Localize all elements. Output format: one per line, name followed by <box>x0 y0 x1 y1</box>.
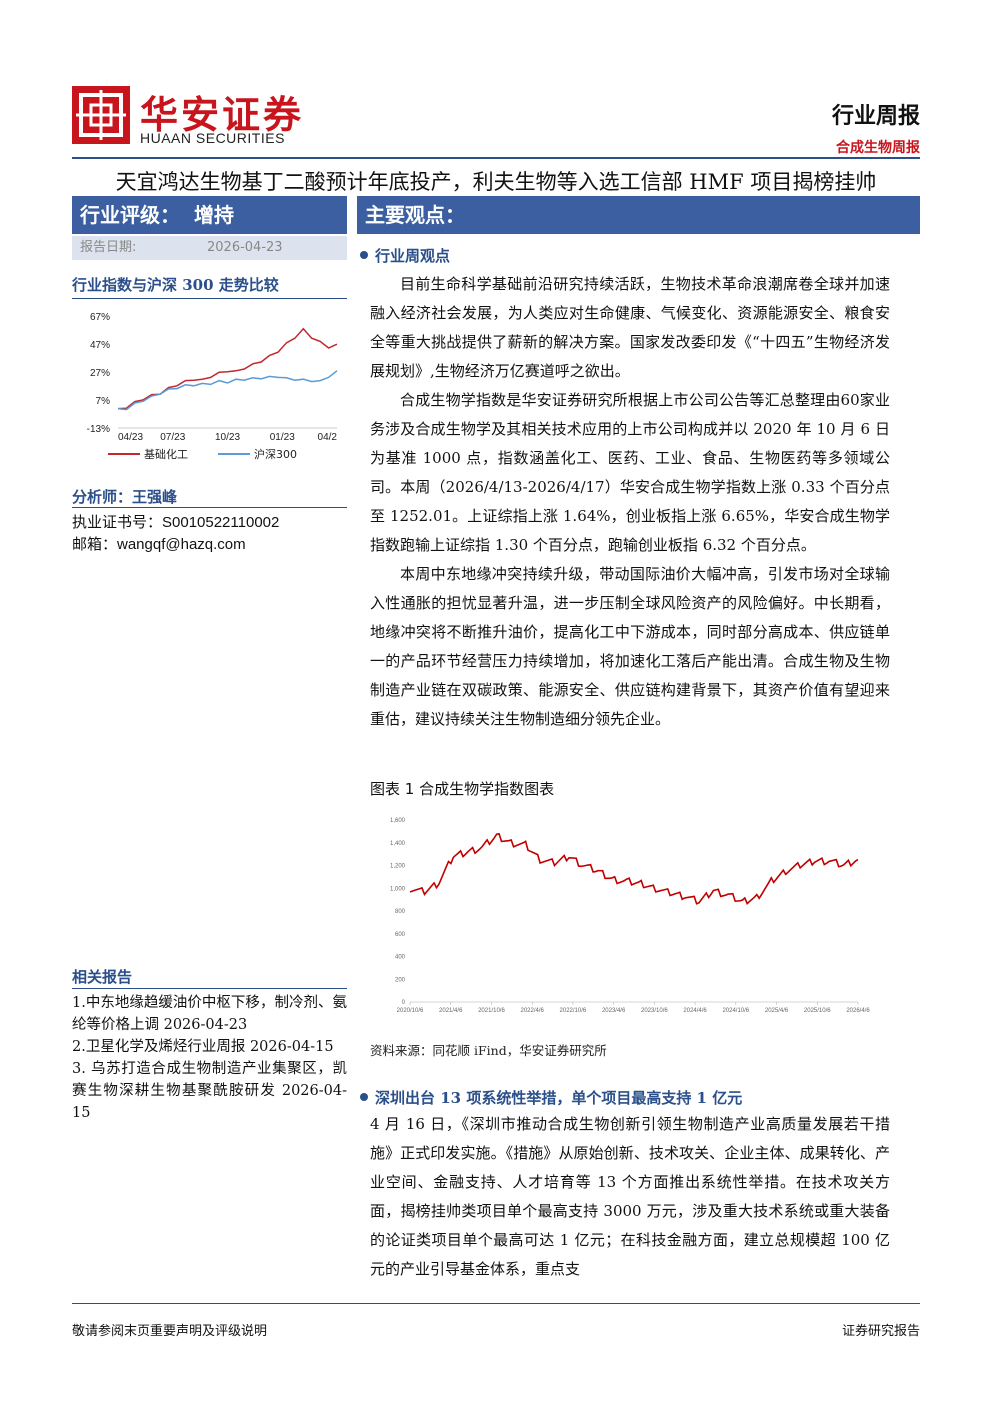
x-tick-label: 2023/10/6 <box>641 1008 668 1014</box>
y-tick-label: 1,600 <box>390 818 406 824</box>
y-tick-label: 7% <box>96 396 111 407</box>
rating-label: 行业评级： <box>80 203 180 227</box>
x-tick-label: 2024/10/6 <box>722 1008 749 1014</box>
trend-chart: 67% 47% 27% 7% -13% 04/23 07/23 10/23 01/23 04/2… <box>87 312 338 461</box>
bullet-icon <box>360 251 368 259</box>
x-tick-label: 2024/4/6 <box>683 1008 707 1014</box>
legend-label: 基础化工 <box>144 447 188 461</box>
shenzhen-heading-text: 深圳出台 13 项系统性举措，单个项目最高支持 1 亿元 <box>375 1089 743 1107</box>
section-divider <box>72 988 347 989</box>
paragraph: 本周中东地缘冲突持续升级，带动国际油价大幅冲高，引发市场对全球输入性通胀的担忧显… <box>370 565 890 728</box>
y-tick-label: 0 <box>402 1000 406 1006</box>
figure-caption: 图表 1 合成生物学指数图表 <box>370 780 555 798</box>
logo-english-text: HUAAN SECURITIES <box>140 130 285 146</box>
weekly-view-heading: 行业周观点 <box>360 245 450 266</box>
x-tick-label: 2023/4/6 <box>602 1008 626 1014</box>
x-tick-label: 2025/4/6 <box>765 1008 789 1014</box>
y-tick-label: 67% <box>90 312 110 323</box>
footer-divider <box>72 1303 920 1304</box>
y-tick-label: 800 <box>395 909 406 915</box>
x-tick-label: 10/23 <box>215 432 240 443</box>
report-date-row: 报告日期: 2026-04-23 <box>72 236 347 260</box>
paragraph: 4 月 16 日，《深圳市推动合成生物创新引领生物制造产业高质量发展若干措施》正… <box>370 1115 890 1278</box>
y-tick-label: 600 <box>395 932 406 938</box>
x-tick-label: 2021/10/6 <box>478 1008 505 1014</box>
section-divider <box>72 507 347 508</box>
rating-bar: 行业评级： 增持 <box>72 196 347 234</box>
email: 邮箱：wangqf@hazq.com <box>72 536 246 553</box>
rating-value: 增持 <box>194 203 234 227</box>
weekly-view-heading-text: 行业周观点 <box>375 247 451 265</box>
y-tick-label: 1,200 <box>390 864 406 870</box>
legend-label: 沪深300 <box>254 447 297 461</box>
y-tick-label: 400 <box>395 955 406 961</box>
bullet-icon <box>360 1093 368 1101</box>
header-divider <box>72 157 920 159</box>
series-line-沪深300 <box>117 370 338 411</box>
logo-text: 华安证券 <box>140 92 305 137</box>
index-series-line <box>409 833 859 905</box>
x-tick-label: 2022/4/6 <box>521 1008 545 1014</box>
x-tick-label: 2022/10/6 <box>560 1008 587 1014</box>
series-line-基础化工 <box>117 327 338 410</box>
related-reports-list: 1.中东地缘趋缓油价中枢下移，制冷剂、氨纶等价格上调 2026-04-23 2.… <box>72 992 347 1124</box>
x-tick-label: 2025/10/6 <box>804 1008 831 1014</box>
logo-icon <box>72 86 130 144</box>
y-tick-label: 27% <box>90 368 110 379</box>
y-tick-label: 200 <box>395 977 406 983</box>
section-divider <box>72 298 347 299</box>
y-tick-label: 1,400 <box>390 841 406 847</box>
cert-number: 执业证书号：S0010522110002 <box>72 514 280 531</box>
shenzhen-heading: 深圳出台 13 项系统性举措，单个项目最高支持 1 亿元 <box>360 1087 742 1108</box>
y-tick-label: 1,000 <box>390 886 406 892</box>
date-value: 2026-04-23 <box>207 240 283 255</box>
shenzhen-body: 4 月 16 日，《深圳市推动合成生物创新引领生物制造产业高质量发展若干措施》正… <box>370 1110 890 1284</box>
paragraph: 目前生命科学基础前沿研究持续活跃，生物技术革命浪潮席卷全球并加速融入经济社会发展… <box>370 275 890 380</box>
weekly-view-body: 目前生命科学基础前沿研究持续活跃，生物技术革命浪潮席卷全球并加速融入经济社会发展… <box>370 270 890 734</box>
x-tick-label: 2021/4/6 <box>439 1008 463 1014</box>
x-tick-label: 2020/10/6 <box>397 1008 424 1014</box>
y-tick-label: -13% <box>87 424 110 435</box>
x-tick-label: 2026/4/6 <box>846 1008 870 1014</box>
related-report-item[interactable]: 1.中东地缘趋缓油价中枢下移，制冷剂、氨纶等价格上调 2026-04-23 <box>72 995 347 1033</box>
analyst-title: 分析师：王强峰 <box>72 488 178 506</box>
chart-source: 资料来源：同花顺 iFind，华安证券研究所 <box>370 1043 607 1058</box>
x-tick-label: 04/2 <box>318 432 338 443</box>
main-points-bar: 主要观点： <box>357 196 920 234</box>
y-tick-label: 47% <box>90 340 110 351</box>
footer-disclaimer: 敬请参阅末页重要声明及评级说明 <box>72 1324 268 1339</box>
x-tick-label: 04/23 <box>118 432 143 443</box>
report-type: 行业周报 <box>831 104 920 129</box>
page-title: 天宜鸿达生物基丁二酸预计年底投产，利夫生物等入选工信部 HMF 项目揭榜挂帅 <box>115 170 877 194</box>
x-tick-label: 07/23 <box>160 432 185 443</box>
synbio-index-chart: 0 200 400 600 800 1,000 1,200 1,400 1,600 2020/1… <box>390 818 870 1014</box>
paragraph: 合成生物学指数是华安证券研究所根据上市公司公告等汇总整理由60家业务涉及合成生物… <box>370 391 890 554</box>
related-report-item[interactable]: 3. 乌苏打造合成生物制造产业集聚区，凯赛生物深耕生物基聚酰胺研发 2026-0… <box>72 1061 347 1121</box>
trend-section-title: 行业指数与沪深 300 走势比较 <box>72 276 279 294</box>
date-label: 报告日期: <box>80 240 137 255</box>
footer-label: 证券研究报告 <box>841 1324 920 1339</box>
related-report-item[interactable]: 2.卫星化学及烯烃行业周报 2026-04-15 <box>72 1039 334 1055</box>
x-tick-label: 01/23 <box>270 432 295 443</box>
related-reports-title: 相关报告 <box>72 968 133 986</box>
report-subtitle: 合成生物周报 <box>836 140 920 156</box>
